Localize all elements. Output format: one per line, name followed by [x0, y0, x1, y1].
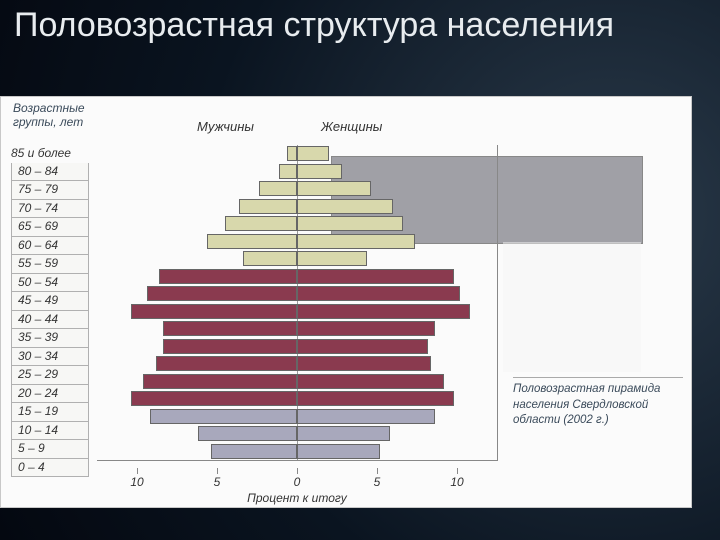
- age-label: 50 – 54: [11, 274, 89, 293]
- bar-male: [163, 321, 297, 336]
- age-label: 45 – 49: [11, 292, 89, 311]
- bar-male: [198, 426, 297, 441]
- pyramid-row: [97, 303, 497, 321]
- age-label: 20 – 24: [11, 385, 89, 404]
- bar-female: [297, 164, 342, 179]
- pyramid-row: [97, 215, 497, 233]
- bar-female: [297, 304, 470, 319]
- pyramid-row: [97, 250, 497, 268]
- age-group-column: 85 и более80 – 8475 – 7970 – 7465 – 6960…: [11, 145, 89, 477]
- x-tick-label: 10: [450, 475, 463, 489]
- age-label: 40 – 44: [11, 311, 89, 330]
- bar-male: [259, 181, 297, 196]
- bar-male: [143, 374, 297, 389]
- age-label: 15 – 19: [11, 403, 89, 422]
- age-label: 70 – 74: [11, 200, 89, 219]
- male-column-label: Мужчины: [197, 119, 254, 134]
- bar-female: [297, 199, 393, 214]
- age-label: 65 – 69: [11, 218, 89, 237]
- bar-female: [297, 269, 454, 284]
- y-axis-title: Возрастныегруппы, лет: [13, 101, 85, 130]
- female-column-label: Женщины: [321, 119, 382, 134]
- pyramid-row: [97, 443, 497, 461]
- pyramid-row: [97, 198, 497, 216]
- population-pyramid: [97, 145, 498, 461]
- age-label: 35 – 39: [11, 329, 89, 348]
- pyramid-row: [97, 145, 497, 163]
- bar-female: [297, 181, 371, 196]
- bar-female: [297, 234, 415, 249]
- bar-male: [147, 286, 297, 301]
- pyramid-row: [97, 180, 497, 198]
- pyramid-row: [97, 408, 497, 426]
- age-label: 80 – 84: [11, 163, 89, 182]
- age-label: 55 – 59: [11, 255, 89, 274]
- age-label: 10 – 14: [11, 422, 89, 441]
- age-label: 85 и более: [11, 145, 89, 163]
- bar-female: [297, 374, 444, 389]
- bar-female: [297, 251, 367, 266]
- x-tick-label: 5: [214, 475, 221, 489]
- bar-male: [287, 146, 297, 161]
- chart-panel: Возрастныегруппы, лет Мужчины Женщины 85…: [0, 96, 692, 508]
- age-label: 5 – 9: [11, 440, 89, 459]
- x-tick: [457, 468, 458, 474]
- chart-caption: Половозрастная пирамида населения Свердл…: [513, 377, 683, 429]
- x-axis-title: Процент к итогу: [97, 491, 497, 505]
- pyramid-row: [97, 285, 497, 303]
- bar-female: [297, 409, 435, 424]
- pyramid-row: [97, 390, 497, 408]
- bar-female: [297, 426, 390, 441]
- bar-female: [297, 339, 428, 354]
- bar-female: [297, 216, 403, 231]
- bar-male: [131, 391, 297, 406]
- x-tick: [217, 468, 218, 474]
- x-tick: [377, 468, 378, 474]
- age-label: 30 – 34: [11, 348, 89, 367]
- bar-male: [239, 199, 297, 214]
- overlay-box-2: [503, 242, 641, 372]
- bar-female: [297, 321, 435, 336]
- age-label: 0 – 4: [11, 459, 89, 478]
- pyramid-row: [97, 268, 497, 286]
- pyramid-row: [97, 233, 497, 251]
- pyramid-row: [97, 373, 497, 391]
- bar-male: [243, 251, 297, 266]
- x-tick-label: 0: [294, 475, 301, 489]
- bar-male: [225, 216, 297, 231]
- age-label: 25 – 29: [11, 366, 89, 385]
- age-label: 75 – 79: [11, 181, 89, 200]
- pyramid-row: [97, 338, 497, 356]
- x-tick: [137, 468, 138, 474]
- bar-female: [297, 356, 431, 371]
- bar-female: [297, 391, 454, 406]
- bar-male: [156, 356, 297, 371]
- bar-female: [297, 146, 329, 161]
- pyramid-row: [97, 320, 497, 338]
- bar-male: [159, 269, 297, 284]
- bar-female: [297, 286, 460, 301]
- x-tick-label: 5: [374, 475, 381, 489]
- bar-female: [297, 444, 380, 459]
- bar-male: [131, 304, 297, 319]
- bar-male: [211, 444, 297, 459]
- age-label: 60 – 64: [11, 237, 89, 256]
- pyramid-row: [97, 163, 497, 181]
- bar-male: [150, 409, 297, 424]
- bar-male: [207, 234, 297, 249]
- x-tick: [297, 468, 298, 474]
- bar-male: [163, 339, 297, 354]
- x-axis: 1050510: [97, 468, 497, 480]
- slide-title: Половозрастная структура населения: [14, 6, 614, 45]
- bar-male: [279, 164, 297, 179]
- pyramid-row: [97, 425, 497, 443]
- x-tick-label: 10: [130, 475, 143, 489]
- pyramid-row: [97, 355, 497, 373]
